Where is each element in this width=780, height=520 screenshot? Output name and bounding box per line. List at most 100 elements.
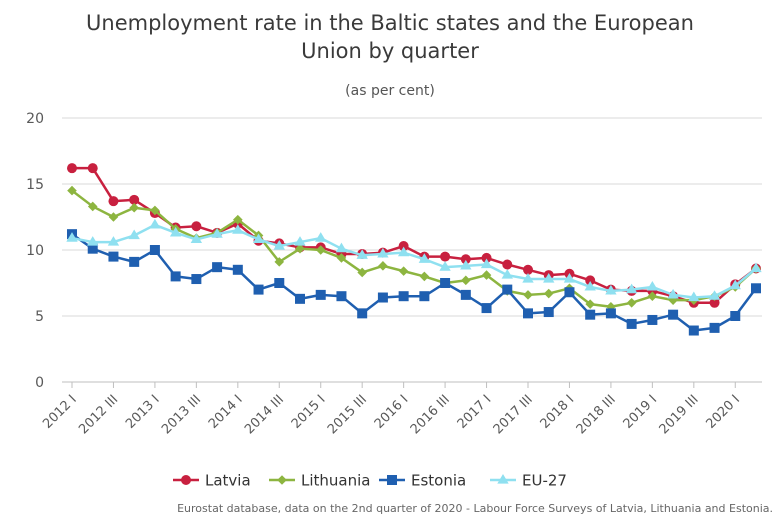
- data-point-estonia: [647, 314, 658, 325]
- x-tick-label: 2017 I: [455, 392, 495, 432]
- data-point-eu-27: [335, 242, 348, 253]
- data-point-latvia: [709, 297, 720, 308]
- data-point-eu-27: [522, 273, 534, 283]
- data-point-lithuania: [150, 205, 160, 216]
- data-point-estonia: [751, 283, 761, 294]
- data-point-eu-27: [211, 228, 223, 238]
- data-point-eu-27: [169, 226, 182, 237]
- legend-item-latvia[interactable]: Latvia: [173, 472, 251, 490]
- data-point-estonia: [315, 289, 326, 300]
- data-point-estonia: [419, 291, 430, 302]
- data-point-eu-27: [460, 259, 472, 270]
- legend-item-lithuania[interactable]: Lithuania: [269, 472, 370, 490]
- x-tick-label: 2018 I: [538, 392, 578, 432]
- data-point-eu-27: [128, 229, 140, 240]
- x-tick-label: 2019 III: [657, 392, 702, 437]
- data-point-eu-27: [543, 273, 555, 283]
- series-eu-27: [66, 218, 762, 302]
- data-point-lithuania: [647, 291, 658, 301]
- x-tick-label: 2012 III: [76, 392, 121, 437]
- data-point-latvia: [440, 251, 451, 262]
- data-point-latvia: [523, 264, 533, 275]
- data-point-eu-27: [667, 288, 679, 299]
- x-tick-label: 2014 III: [242, 392, 287, 437]
- x-tick-label: 2017 III: [491, 392, 536, 437]
- data-point-eu-27: [294, 236, 306, 246]
- data-point-lithuania: [67, 185, 77, 196]
- data-point-estonia: [212, 262, 223, 273]
- series-line-lithuania: [71, 189, 757, 309]
- data-point-estonia: [585, 309, 596, 320]
- data-point-eu-27: [563, 273, 576, 283]
- chart-title-line-2: Union by quarter: [301, 39, 479, 63]
- x-tick-label: 2013 I: [123, 392, 163, 432]
- legend-item-eu-27[interactable]: EU-27: [490, 472, 567, 490]
- x-tick-label: 2018 III: [574, 392, 619, 437]
- data-point-estonia: [108, 251, 119, 262]
- data-point-eu-27: [480, 258, 493, 269]
- y-axis: 0 5 10 15 20: [26, 111, 44, 391]
- data-point-eu-27: [729, 279, 741, 290]
- data-point-eu-27: [356, 249, 368, 259]
- data-point-lithuania: [398, 266, 409, 276]
- data-point-estonia: [170, 271, 181, 282]
- data-point-estonia: [605, 308, 616, 319]
- data-point-latvia: [481, 252, 492, 263]
- series-line-eu-27: [71, 223, 757, 299]
- x-tick-label: 2016 III: [408, 392, 453, 437]
- data-point-lithuania: [461, 275, 471, 286]
- x-tick-label: 2020 I: [703, 392, 743, 432]
- legend-marker-lithuania: [277, 475, 287, 485]
- data-point-estonia: [668, 309, 679, 320]
- x-tick-label: 2014 I: [206, 392, 246, 432]
- legend-marker-latvia: [181, 475, 191, 485]
- data-point-lithuania: [129, 202, 139, 213]
- data-point-latvia: [108, 196, 119, 207]
- data-point-estonia: [253, 284, 264, 295]
- data-point-lithuania: [626, 298, 637, 308]
- data-point-latvia: [502, 259, 513, 270]
- data-point-estonia: [688, 325, 699, 336]
- legend-item-estonia[interactable]: Estonia: [379, 472, 466, 490]
- data-point-estonia: [523, 308, 533, 319]
- data-point-latvia: [398, 241, 409, 252]
- data-point-eu-27: [646, 280, 659, 291]
- data-point-eu-27: [750, 262, 762, 273]
- x-tick-label: 2012 I: [40, 392, 80, 432]
- data-point-eu-27: [377, 247, 389, 258]
- data-point-lithuania: [315, 245, 326, 255]
- data-point-lithuania: [274, 257, 285, 267]
- legend-label: Estonia: [411, 472, 466, 490]
- data-point-estonia: [481, 303, 492, 314]
- data-point-eu-27: [149, 218, 161, 229]
- data-point-eu-27: [418, 253, 431, 263]
- x-tick-label: 2015 III: [325, 392, 370, 437]
- data-point-estonia: [336, 291, 347, 302]
- legend-marker-eu-27: [497, 474, 509, 484]
- data-point-eu-27: [501, 269, 513, 279]
- x-tick-label: 2015 I: [289, 392, 329, 432]
- data-point-eu-27: [190, 233, 203, 244]
- data-point-estonia: [543, 307, 554, 318]
- data-point-lithuania: [108, 212, 119, 222]
- data-point-eu-27: [273, 240, 285, 250]
- data-point-estonia: [357, 308, 368, 319]
- chart-title-line-1: Unemployment rate in the Baltic states a…: [86, 11, 694, 35]
- data-point-estonia: [149, 245, 160, 255]
- data-point-estonia: [502, 284, 513, 295]
- data-point-eu-27: [397, 246, 410, 257]
- legend-label: Latvia: [205, 472, 251, 490]
- data-point-lithuania: [336, 253, 347, 263]
- data-point-eu-27: [708, 290, 721, 300]
- data-point-lithuania: [523, 290, 533, 300]
- data-point-lithuania: [357, 267, 367, 278]
- data-point-eu-27: [584, 280, 596, 291]
- data-point-estonia: [191, 274, 202, 285]
- y-tick-label: 5: [35, 309, 44, 325]
- data-point-eu-27: [688, 291, 700, 302]
- data-point-estonia: [129, 256, 140, 267]
- data-point-latvia: [585, 275, 596, 286]
- data-point-eu-27: [315, 232, 327, 242]
